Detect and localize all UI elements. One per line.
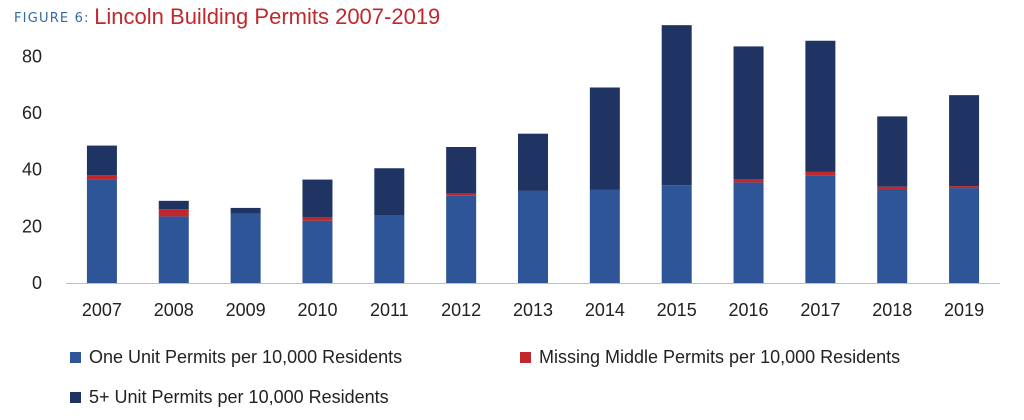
bar-segment-one-unit-2007 bbox=[86, 179, 117, 283]
legend-swatch bbox=[70, 392, 81, 403]
y-tick-label: 0 bbox=[32, 273, 42, 293]
x-tick-label: 2008 bbox=[154, 300, 194, 320]
legend-label: 5+ Unit Permits per 10,000 Residents bbox=[89, 387, 389, 407]
legend-five-plus: 5+ Unit Permits per 10,000 Residents bbox=[70, 387, 389, 408]
bar-segment-one-unit-2011 bbox=[374, 215, 405, 283]
x-tick-label: 2016 bbox=[729, 300, 769, 320]
chart-title: FIGURE 6: Lincoln Building Permits 2007-… bbox=[14, 4, 440, 30]
bar-segment-one-unit-2018 bbox=[877, 189, 908, 283]
bar-segment-one-unit-2015 bbox=[661, 185, 692, 283]
bar-segment-one-unit-2017 bbox=[805, 175, 836, 283]
bar-segment-five-plus-2007 bbox=[86, 145, 117, 176]
bar-segment-five-plus-2011 bbox=[374, 168, 405, 215]
x-tick-label: 2017 bbox=[800, 300, 840, 320]
figure-label: FIGURE 6: bbox=[14, 11, 90, 26]
x-tick-label: 2007 bbox=[82, 300, 122, 320]
bar-segment-missing-middle-2007 bbox=[86, 175, 117, 180]
y-tick-label: 40 bbox=[22, 160, 42, 180]
legend-swatch bbox=[520, 352, 531, 363]
bar-segment-five-plus-2015 bbox=[661, 25, 692, 186]
y-tick-label: 20 bbox=[22, 216, 42, 236]
bar-segment-missing-middle-2010 bbox=[302, 216, 333, 221]
x-tick-label: 2019 bbox=[944, 300, 984, 320]
bar-segment-missing-middle-2018 bbox=[877, 186, 908, 190]
figure-title: Lincoln Building Permits 2007-2019 bbox=[94, 4, 441, 29]
bar-segment-missing-middle-2019 bbox=[949, 186, 980, 189]
bar-segment-one-unit-2010 bbox=[302, 220, 333, 283]
bar-segment-five-plus-2008 bbox=[158, 200, 189, 210]
bar-segment-missing-middle-2017 bbox=[805, 171, 836, 176]
bar-chart: 0 20 40 60 80 2007 2008 2009 2010 2011 2012 2013 201… bbox=[22, 25, 1000, 320]
bar-segment-missing-middle-2016 bbox=[733, 179, 764, 183]
bar-segment-one-unit-2009 bbox=[230, 213, 261, 283]
bar-segment-five-plus-2016 bbox=[733, 46, 764, 180]
y-tick-label: 80 bbox=[22, 46, 42, 66]
bar-segment-five-plus-2018 bbox=[877, 116, 908, 187]
bar-segment-five-plus-2014 bbox=[589, 87, 620, 190]
x-tick-label: 2009 bbox=[226, 300, 266, 320]
legend-one-unit: One Unit Permits per 10,000 Residents bbox=[70, 347, 402, 368]
legend-missing-middle: Missing Middle Permits per 10,000 Reside… bbox=[520, 347, 900, 368]
bar-segment-one-unit-2008 bbox=[158, 216, 189, 283]
bar-segment-one-unit-2013 bbox=[518, 190, 548, 283]
legend-swatch bbox=[70, 352, 81, 363]
legend-label: One Unit Permits per 10,000 Residents bbox=[89, 347, 403, 367]
bar-segment-five-plus-2010 bbox=[302, 179, 333, 217]
x-tick-label: 2011 bbox=[370, 300, 409, 320]
bar-segment-five-plus-2009 bbox=[230, 207, 261, 214]
bar-segment-one-unit-2012 bbox=[446, 195, 477, 283]
bar-segment-five-plus-2019 bbox=[949, 95, 980, 187]
bar-segment-five-plus-2017 bbox=[805, 40, 836, 172]
bar-segment-missing-middle-2008 bbox=[158, 209, 189, 217]
x-tick-label: 2010 bbox=[297, 300, 337, 320]
x-tick-label: 2013 bbox=[513, 300, 553, 320]
x-tick-label: 2015 bbox=[657, 300, 697, 320]
bar-segment-one-unit-2019 bbox=[949, 188, 980, 283]
bar-segment-one-unit-2016 bbox=[733, 182, 764, 283]
x-tick-label: 2012 bbox=[441, 300, 481, 320]
bar-segment-missing-middle-2012 bbox=[446, 193, 477, 196]
bar-segment-five-plus-2013 bbox=[518, 133, 548, 191]
bar-segment-one-unit-2014 bbox=[589, 189, 620, 283]
bar-segment-five-plus-2012 bbox=[446, 147, 477, 194]
x-tick-label: 2014 bbox=[585, 300, 625, 320]
legend-label: Missing Middle Permits per 10,000 Reside… bbox=[539, 347, 901, 367]
y-tick-label: 60 bbox=[22, 103, 42, 123]
x-tick-label: 2018 bbox=[872, 300, 912, 320]
